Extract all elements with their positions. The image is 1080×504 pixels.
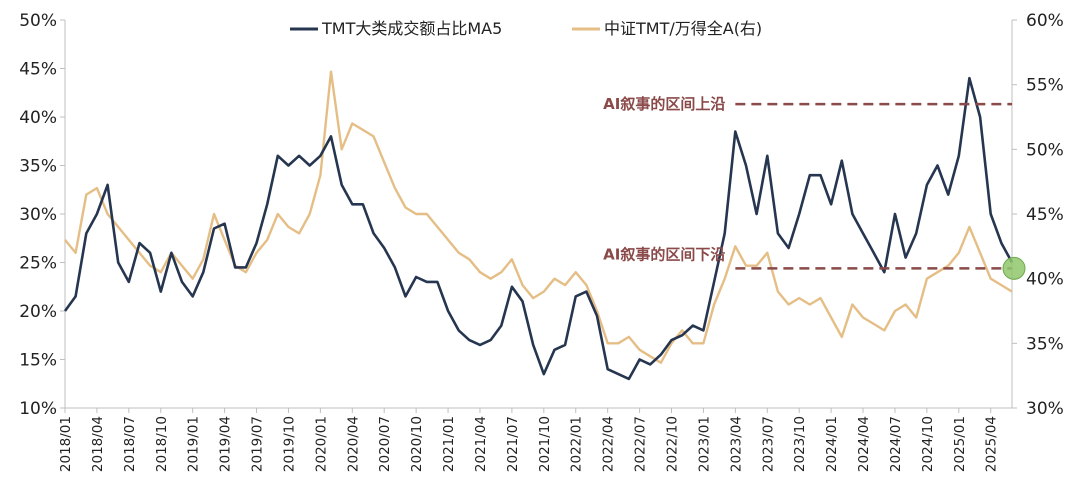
right-tick-label: 40% [1026, 270, 1064, 290]
x-tick-label: 2022/04 [601, 416, 617, 472]
right-tick-label: 35% [1026, 334, 1064, 354]
x-tick-label: 2024/01 [824, 416, 840, 472]
legend-label-tmt-relative-index: 中证TMT/万得全A(右) [604, 19, 762, 38]
x-tick-label: 2022/07 [633, 416, 649, 472]
x-tick-label: 2021/07 [505, 416, 521, 472]
left-tick-label: 45% [19, 60, 57, 80]
x-tick-label: 2025/01 [952, 416, 968, 472]
x-tick-label: 2018/04 [90, 416, 106, 472]
left-tick-label: 35% [19, 157, 57, 177]
x-tick-label: 2024/07 [888, 416, 904, 472]
upper-bound-label: AI叙事的区间上沿 [603, 95, 725, 113]
right-tick-label: 60% [1026, 11, 1064, 31]
right-tick-label: 30% [1026, 399, 1064, 419]
left-tick-label: 40% [19, 108, 57, 128]
x-tick-label: 2021/10 [537, 416, 553, 472]
x-tick-label: 2022/10 [665, 416, 681, 472]
x-tick-label: 2020/10 [409, 416, 425, 472]
left-tick-label: 15% [19, 351, 57, 371]
x-tick-label: 2019/10 [281, 416, 297, 472]
legend-label-tmt-turnover-share: TMT大类成交额占比MA5 [321, 19, 502, 38]
x-tick-label: 2020/04 [345, 416, 361, 472]
series-line-tmt-turnover-share [63, 76, 1014, 381]
x-tick-label: 2022/01 [569, 416, 585, 472]
x-tick-label: 2018/07 [122, 416, 138, 472]
left-tick-label: 10% [19, 399, 57, 419]
series-line-tmt-relative-index [64, 70, 1013, 364]
x-tick-label: 2019/01 [186, 416, 202, 472]
x-tick-label: 2024/04 [856, 416, 872, 472]
current-level-marker [1002, 256, 1026, 280]
lower-bound-label: AI叙事的区间下沿 [603, 245, 725, 263]
x-tick-label: 2023/01 [696, 416, 712, 472]
x-tick-label: 2023/10 [792, 416, 808, 472]
x-tick-label: 2020/01 [313, 416, 329, 472]
right-tick-label: 55% [1026, 76, 1064, 96]
x-tick-label: 2021/01 [441, 416, 457, 472]
x-tick-label: 2018/01 [58, 416, 74, 472]
left-tick-label: 50% [19, 11, 57, 31]
left-tick-label: 20% [19, 302, 57, 322]
x-tick-label: 2021/04 [473, 416, 489, 472]
x-tick-label: 2019/07 [250, 416, 266, 472]
x-tick-label: 2020/07 [377, 416, 393, 472]
right-tick-label: 50% [1026, 140, 1064, 160]
x-tick-label: 2023/07 [760, 416, 776, 472]
left-tick-label: 25% [19, 254, 57, 274]
x-tick-label: 2019/04 [218, 416, 234, 472]
x-tick-label: 2024/10 [920, 416, 936, 472]
x-tick-label: 2023/04 [728, 416, 744, 472]
left-tick-label: 30% [19, 205, 57, 225]
x-tick-label: 2018/10 [154, 416, 170, 472]
x-tick-label: 2025/04 [984, 416, 1000, 472]
right-tick-label: 45% [1026, 205, 1064, 225]
